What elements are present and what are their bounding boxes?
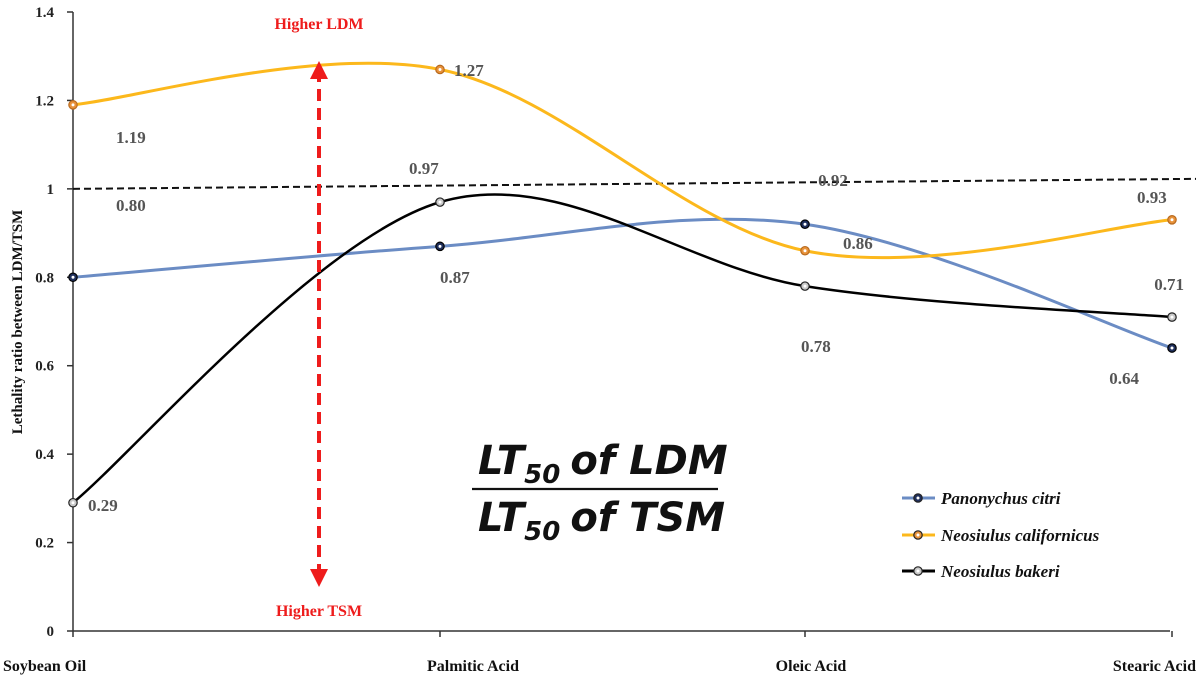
data-label: 0.80	[116, 196, 146, 215]
x-category-label: Soybean Oil	[3, 658, 87, 675]
series-line	[72, 217, 1173, 350]
x-category-label: Palmitic Acid	[427, 658, 519, 675]
legend-item: Neosiulus californicus	[902, 526, 1100, 545]
data-label: 0.86	[843, 234, 873, 253]
legend: Panonychus citri Neosiulus californicus Ne…	[902, 489, 1100, 581]
data-label: 0.64	[1109, 369, 1139, 388]
legend-marker-center	[916, 533, 920, 537]
y-tick-label: 0	[47, 624, 55, 640]
formula-denominator: LT50 of TSM	[478, 495, 725, 547]
data-label: 0.78	[801, 337, 831, 356]
data-point-center	[803, 249, 807, 253]
y-tick-label: 1.4	[35, 5, 54, 21]
series-panonychus-citri	[68, 217, 1177, 353]
y-tick-label: 0.2	[35, 536, 54, 552]
legend-marker-center	[916, 496, 920, 500]
series-neosiulus-californicus	[68, 61, 1177, 260]
legend-marker-center	[916, 569, 920, 573]
data-label: 0.29	[88, 496, 118, 515]
higher-tsm-label: Higher TSM	[276, 603, 362, 620]
formula-numerator: LT50 of LDM	[478, 438, 728, 490]
series-line	[72, 193, 1173, 504]
legend-label: Neosiulus californicus	[940, 526, 1100, 545]
reference-line-1	[72, 177, 1197, 190]
y-tick-label: 0.8	[35, 270, 54, 286]
data-label: 0.97	[409, 159, 439, 178]
formula: LT50 of LDM LT50 of TSM	[472, 438, 728, 547]
data-point-center	[71, 103, 75, 107]
y-tick-label: 0.4	[35, 447, 54, 463]
y-axis-title: Lethality ratio between LDM/TSM	[10, 210, 26, 435]
data-label: 0.93	[1137, 188, 1167, 207]
data-point-center	[803, 284, 807, 288]
data-point-center	[1170, 346, 1174, 350]
data-point-center	[71, 275, 75, 279]
x-category-label: Oleic Acid	[776, 658, 847, 675]
legend-label: Panonychus citri	[940, 489, 1061, 508]
data-point-center	[71, 501, 75, 505]
data-label: 1.27	[454, 61, 484, 80]
y-tick-label: 0.6	[35, 359, 54, 375]
axes	[72, 12, 1170, 632]
data-label: 0.87	[440, 268, 470, 287]
data-label: 1.19	[116, 128, 146, 147]
legend-label: Neosiulus bakeri	[940, 562, 1060, 581]
series-neosiulus-bakeri	[68, 193, 1177, 508]
series-line	[72, 61, 1173, 260]
data-point-center	[438, 244, 442, 248]
legend-item: Neosiulus bakeri	[902, 562, 1060, 581]
y-tick-label: 1.2	[35, 93, 54, 109]
series-layer	[68, 61, 1177, 508]
data-label: 0.71	[1154, 275, 1184, 294]
x-category-label: Stearic Acid	[1113, 658, 1196, 675]
x-ticks: Soybean Oil Palmitic Acid Oleic Acid Steari…	[3, 631, 1196, 675]
data-point-center	[803, 222, 807, 226]
data-point-center	[1170, 315, 1174, 319]
y-tick-label: 1	[47, 182, 55, 198]
higher-annotation: Higher LDM Higher TSM	[274, 16, 363, 620]
data-labels: 0.80 0.87 0.92 0.64 1.19 1.27 0.86 0.93 0.29 0.97…	[88, 61, 1184, 515]
higher-ldm-label: Higher LDM	[274, 16, 363, 33]
y-ticks: 0 0.2 0.4 0.6 0.8 1 1.2 1.4	[35, 5, 73, 640]
legend-item: Panonychus citri	[902, 489, 1061, 508]
data-point-center	[438, 200, 442, 204]
data-point-center	[438, 67, 442, 71]
data-point-center	[1170, 218, 1174, 222]
data-label: 0.92	[818, 171, 848, 190]
